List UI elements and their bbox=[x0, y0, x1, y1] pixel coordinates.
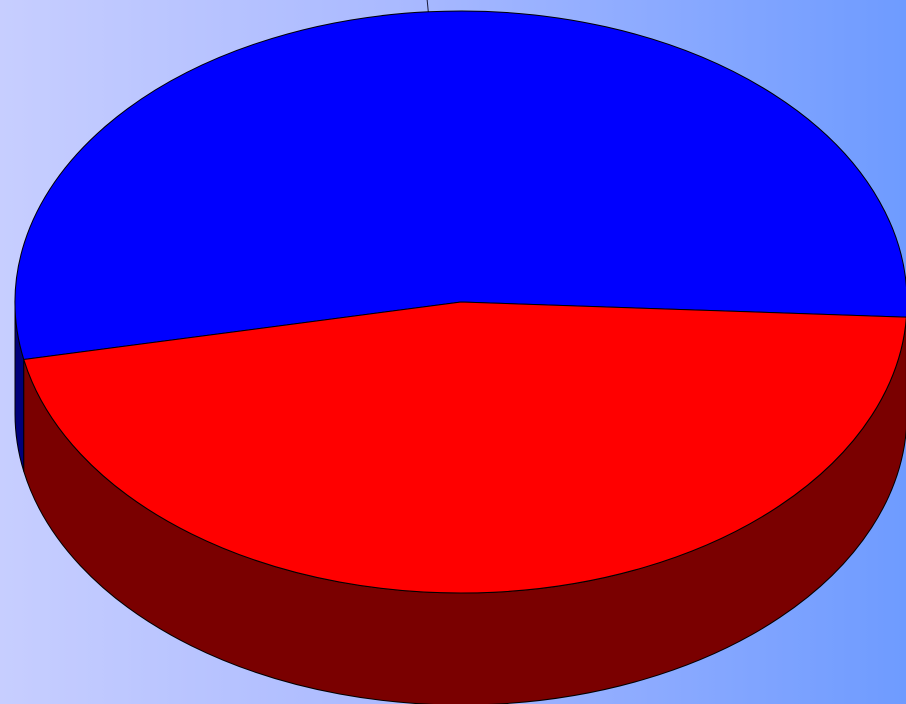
leader-line-1 bbox=[426, 0, 429, 12]
pie-slices bbox=[14, 10, 906, 594]
leader-lines bbox=[426, 0, 429, 12]
pie-slice-2 bbox=[23, 301, 906, 594]
pie-slice-1 bbox=[14, 10, 906, 360]
